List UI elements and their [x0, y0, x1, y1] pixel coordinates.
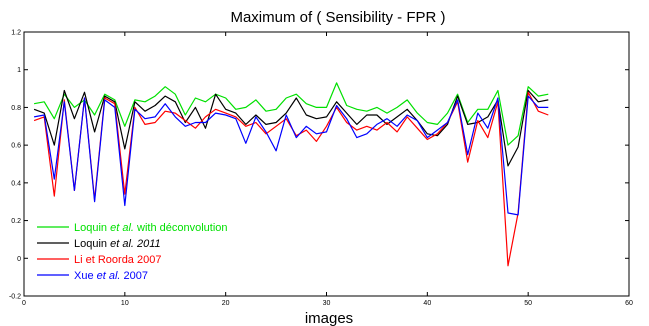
y-tick-label: 0 [17, 256, 21, 263]
legend-label-part: with déconvolution [134, 222, 228, 234]
legend-label-part: 2011 [134, 238, 161, 250]
y-tick-label: 0.8 [11, 105, 21, 112]
y-tick-label: 0.2 [11, 218, 21, 225]
legend-label-0: Loquin et al. with déconvolution [74, 222, 228, 234]
legend-label-part: Loquin [74, 222, 110, 234]
legend-label-part: et al. [110, 222, 134, 234]
x-tick-label: 60 [625, 300, 633, 307]
legend-label-part: et al. [110, 238, 134, 250]
legend-label-part: 2007 [121, 270, 149, 282]
x-tick-label: 20 [222, 300, 230, 307]
axis-ticks: 0 10 20 30 40 50 60-0.200.20.40.60.811.2 [9, 30, 633, 308]
legend-label-part: Li et Roorda 2007 [74, 254, 161, 266]
series-line-1 [33, 89, 549, 167]
legend-label-2: Li et Roorda 2007 [74, 254, 161, 266]
legend-label-part: Loquin [74, 238, 110, 250]
x-tick-label: 50 [524, 300, 532, 307]
series-lines [33, 82, 549, 267]
x-tick-label: 30 [323, 300, 331, 307]
legend-label-3: Xue et al. 2007 [74, 270, 148, 282]
series-line-0 [33, 82, 549, 146]
x-tick-label: 10 [121, 300, 129, 307]
x-axis-label: images [305, 310, 353, 326]
y-tick-label: -0.2 [9, 294, 21, 301]
chart-title: Maximum of ( Sensibility - FPR ) [230, 9, 445, 26]
y-tick-label: 0.4 [11, 180, 21, 187]
y-tick-label: 1.2 [11, 30, 21, 37]
legend-label-1: Loquin et al. 2011 [74, 238, 161, 250]
y-tick-label: 0.6 [11, 143, 21, 150]
x-tick-label: 0 [22, 300, 26, 307]
y-tick-label: 1 [17, 67, 21, 74]
x-tick-label: 40 [423, 300, 431, 307]
legend-label-part: Xue [74, 270, 97, 282]
legend-label-part: et al. [97, 270, 121, 282]
series-line-3 [33, 95, 549, 216]
